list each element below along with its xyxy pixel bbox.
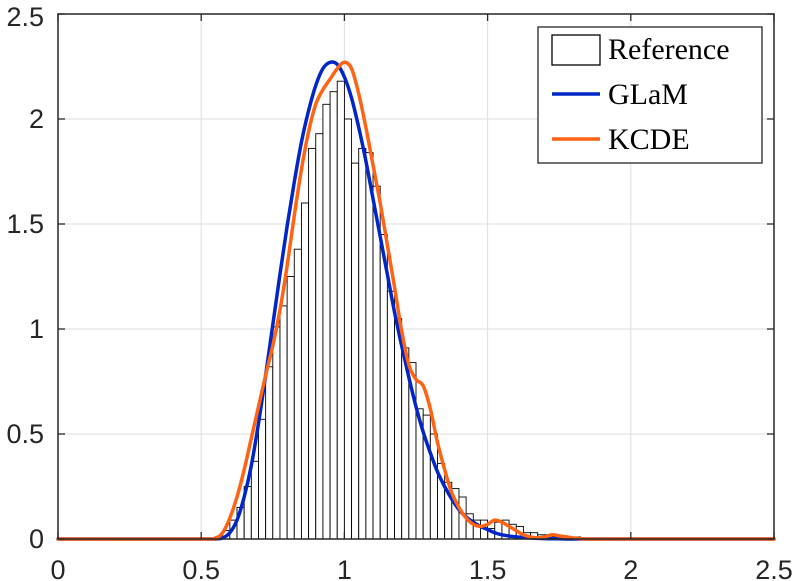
series-line-kcde — [56, 60, 776, 541]
x-tick-label: 2 — [623, 555, 638, 581]
histogram-bar — [258, 418, 267, 540]
histogram-bar — [322, 103, 331, 540]
histogram-bar — [494, 521, 503, 540]
histogram-bar — [394, 318, 403, 540]
histogram-bar — [293, 248, 302, 540]
histogram-bar — [265, 366, 274, 540]
y-tick-label: 0 — [29, 524, 44, 554]
histogram-bar — [429, 433, 438, 540]
x-tick-label: 2.5 — [755, 555, 793, 581]
x-tick-label: 0 — [50, 555, 65, 581]
histogram-bars — [215, 80, 582, 540]
y-tick-label: 2.5 — [6, 2, 44, 32]
legend-kcde-label: KCDE — [608, 123, 690, 156]
histogram-bar — [250, 460, 259, 540]
histogram-bar — [386, 290, 395, 540]
histogram-bar — [351, 162, 360, 540]
y-tick-label: 0.5 — [6, 419, 44, 449]
series-line-glam — [56, 60, 776, 541]
plot-frame — [57, 13, 775, 540]
y-tick-label: 2 — [29, 104, 44, 134]
histogram-bar — [379, 234, 388, 540]
x-tick-label: 1 — [337, 555, 352, 581]
histogram-bar — [358, 147, 367, 540]
histogram-bar — [272, 326, 281, 540]
y-tick-label: 1 — [29, 314, 44, 344]
y-tick-label: 1.5 — [6, 209, 44, 239]
legend-reference-swatch — [551, 34, 601, 66]
histogram-bar — [329, 91, 338, 540]
histogram-bar — [300, 202, 310, 540]
legend: Reference GLaM KCDE — [537, 26, 763, 164]
histogram-bar — [279, 305, 288, 540]
histogram-bar — [315, 133, 324, 540]
legend-reference-label: Reference — [608, 33, 730, 66]
x-tick-label: 0.5 — [182, 555, 220, 581]
axis-ticks: 0 0.5 1 1.5 2 2.5 0 0.5 1 1.5 2 2.5 — [6, 2, 792, 581]
histogram-bar — [336, 80, 345, 540]
histogram-bar — [343, 118, 353, 540]
x-tick-label: 1.5 — [469, 555, 507, 581]
density-curves — [56, 60, 776, 541]
histogram-bar — [286, 276, 295, 540]
histogram-bar — [308, 147, 317, 540]
histogram-bar — [365, 152, 374, 540]
legend-glam-label: GLaM — [608, 78, 688, 111]
